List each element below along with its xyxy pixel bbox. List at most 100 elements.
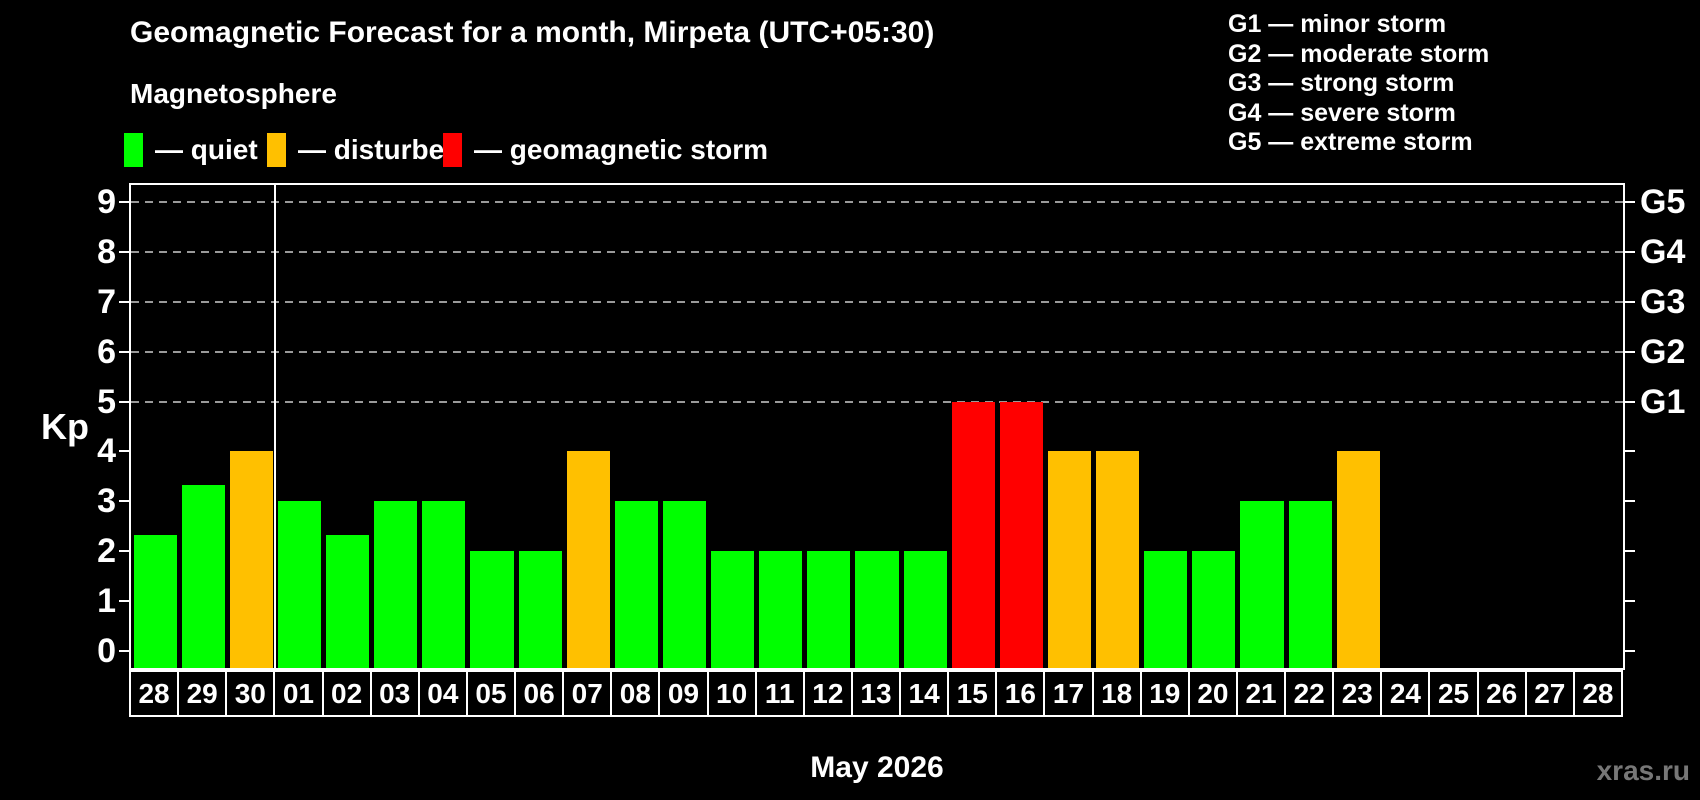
g-label-G4: G4 xyxy=(1640,232,1686,271)
date-cell-11: 09 xyxy=(658,670,709,717)
legend-item-disturbed: — disturbed xyxy=(267,131,461,169)
bar-day-03 xyxy=(374,501,418,668)
date-cell-27: 25 xyxy=(1428,670,1479,717)
g3-legend-line: G3 — strong storm xyxy=(1228,69,1455,97)
y-tick-left-3 xyxy=(119,500,129,503)
y-tick-left-9 xyxy=(119,200,129,203)
date-cell-4: 02 xyxy=(321,670,372,717)
date-cell-18: 16 xyxy=(995,670,1046,717)
bar-day-16 xyxy=(999,401,1043,668)
y-axis-title: Kp xyxy=(41,406,89,447)
y-tick-right-9 xyxy=(1625,200,1635,203)
date-cell-25: 23 xyxy=(1332,670,1383,717)
bar-day-17 xyxy=(1047,451,1092,668)
bar-day-30 xyxy=(229,451,273,668)
date-cell-14: 12 xyxy=(802,670,853,717)
bar-day-18 xyxy=(1096,451,1140,668)
date-cell-17: 15 xyxy=(947,670,998,717)
bar-day-20 xyxy=(1192,551,1236,668)
legend-label-disturbed: — disturbed xyxy=(298,134,462,165)
date-cell-15: 13 xyxy=(850,670,902,717)
bar-day-11 xyxy=(759,551,803,668)
date-cell-30: 28 xyxy=(1572,670,1623,717)
date-cell-22: 20 xyxy=(1187,670,1238,717)
month-separator-line xyxy=(274,185,277,668)
legend-label-quiet: — quiet xyxy=(155,134,258,165)
y-tick-left-1 xyxy=(119,600,129,603)
y-tick-label-9: 9 xyxy=(97,182,116,221)
date-cell-9: 07 xyxy=(562,670,613,717)
date-cell-3: 01 xyxy=(273,670,324,717)
bar-day-10 xyxy=(711,551,755,668)
y-tick-left-4 xyxy=(119,450,129,453)
storm-swatch-icon xyxy=(443,133,462,167)
y-tick-label-8: 8 xyxy=(97,232,116,271)
bar-day-04 xyxy=(422,501,466,668)
y-tick-right-8 xyxy=(1625,250,1635,253)
bar-day-13 xyxy=(855,551,899,668)
y-tick-label-6: 6 xyxy=(97,332,116,371)
g2-legend-line: G2 — moderate storm xyxy=(1228,39,1490,68)
date-cell-12: 10 xyxy=(706,670,757,717)
y-tick-right-4 xyxy=(1625,450,1635,453)
g-label-G1: G1 xyxy=(1640,382,1686,421)
bar-day-19 xyxy=(1144,551,1188,668)
magnetosphere-subtitle: Magnetosphere xyxy=(130,78,337,109)
bar-day-21 xyxy=(1240,501,1284,668)
plot-area xyxy=(129,183,1625,670)
y-tick-left-0 xyxy=(119,650,129,652)
y-tick-left-7 xyxy=(119,300,129,303)
y-tick-right-7 xyxy=(1625,300,1635,303)
y-tick-label-5: 5 xyxy=(97,382,116,421)
date-cell-1: 29 xyxy=(177,670,228,717)
date-cell-0: 28 xyxy=(129,670,180,717)
date-cell-23: 21 xyxy=(1235,670,1287,717)
date-cell-2: 30 xyxy=(225,670,276,717)
bar-day-12 xyxy=(807,551,851,668)
bar-day-15 xyxy=(951,401,995,668)
gridline-kp8 xyxy=(131,250,1623,253)
gridline-kp6 xyxy=(131,350,1623,353)
date-cell-20: 18 xyxy=(1091,670,1142,717)
gridline-kp9 xyxy=(131,200,1623,203)
y-tick-right-2 xyxy=(1625,550,1635,553)
page-title: Geomagnetic Forecast for a month, Mirpet… xyxy=(130,16,935,49)
y-tick-label-3: 3 xyxy=(97,482,116,521)
y-tick-left-5 xyxy=(119,400,129,403)
bar-day-28 xyxy=(133,534,177,668)
y-tick-left-2 xyxy=(119,550,129,553)
y-tick-left-6 xyxy=(119,350,129,353)
bar-day-07 xyxy=(566,451,610,668)
g-label-G2: G2 xyxy=(1640,332,1686,371)
date-cell-19: 17 xyxy=(1043,670,1094,717)
date-cell-24: 22 xyxy=(1284,670,1335,717)
date-cell-16: 14 xyxy=(899,670,950,717)
storm-scale-legend: G1 — minor storm G2 — moderate storm G3 … xyxy=(1228,10,1489,158)
y-tick-label-1: 1 xyxy=(97,582,116,621)
date-cell-13: 11 xyxy=(754,670,805,717)
date-cell-8: 06 xyxy=(514,670,565,717)
date-cell-21: 19 xyxy=(1139,670,1190,717)
gridline-kp5 xyxy=(131,400,1623,403)
y-tick-label-2: 2 xyxy=(97,532,116,571)
bar-day-06 xyxy=(518,551,562,668)
bar-day-01 xyxy=(277,501,321,668)
g1-legend-line: G1 — minor storm xyxy=(1228,10,1447,38)
date-cell-7: 05 xyxy=(465,670,517,717)
date-cell-5: 03 xyxy=(369,670,420,717)
watermark: xras.ru xyxy=(1596,755,1690,786)
g-label-G3: G3 xyxy=(1640,282,1686,321)
y-tick-right-0 xyxy=(1625,650,1635,652)
y-tick-label-4: 4 xyxy=(97,432,116,471)
bar-day-09 xyxy=(662,501,707,668)
gridline-kp7 xyxy=(131,300,1623,303)
y-tick-left-8 xyxy=(119,250,129,253)
y-tick-label-7: 7 xyxy=(97,282,116,321)
y-tick-right-5 xyxy=(1625,400,1635,403)
bar-day-23 xyxy=(1336,451,1380,668)
y-tick-right-1 xyxy=(1625,600,1635,603)
quiet-swatch-icon xyxy=(124,133,143,167)
bar-day-02 xyxy=(326,534,370,668)
y-tick-right-6 xyxy=(1625,350,1635,353)
